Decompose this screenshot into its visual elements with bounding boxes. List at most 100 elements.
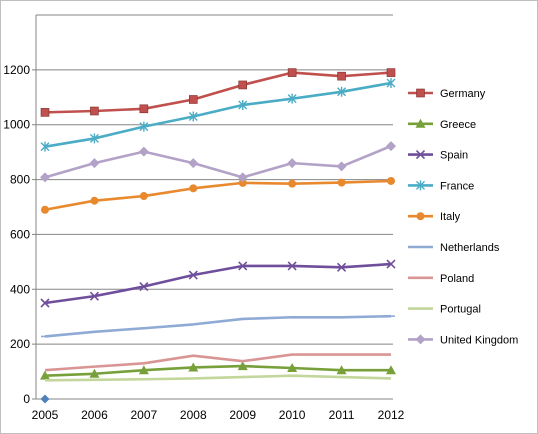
marker bbox=[138, 365, 149, 375]
legend-entry: France bbox=[408, 180, 474, 192]
legend-entry: Netherlands bbox=[408, 242, 500, 254]
marker bbox=[337, 71, 346, 81]
x-tick-label: 2009 bbox=[229, 408, 256, 422]
marker bbox=[40, 108, 50, 117]
marker bbox=[188, 95, 198, 104]
series-poland bbox=[44, 353, 391, 372]
series-line bbox=[44, 71, 392, 114]
x-tick-labels: 2005 2006 2007 2008 2009 2010 2011 2012 bbox=[32, 408, 405, 422]
marker bbox=[387, 176, 395, 185]
marker bbox=[287, 93, 297, 104]
legend: Germany Greece Spain France Italy Netherlands… bbox=[408, 88, 518, 346]
marker bbox=[238, 178, 247, 187]
y-tick-label: 1200 bbox=[3, 63, 30, 77]
y-tick-label: 400 bbox=[10, 282, 30, 296]
legend-entry: Germany bbox=[408, 88, 486, 100]
marker bbox=[189, 184, 198, 193]
marker bbox=[415, 334, 426, 345]
x-tick-label: 2006 bbox=[81, 408, 108, 422]
marker bbox=[40, 172, 50, 183]
legend-label: Poland bbox=[440, 273, 474, 285]
marker bbox=[238, 80, 248, 90]
marker bbox=[188, 158, 199, 169]
marker bbox=[237, 172, 248, 183]
legend-label: Netherlands bbox=[440, 242, 500, 254]
series-line bbox=[44, 179, 392, 212]
legend-label: Germany bbox=[440, 88, 486, 100]
legend-label: Italy bbox=[440, 211, 461, 223]
legend-entry: United Kingdom bbox=[408, 334, 518, 346]
marker bbox=[337, 178, 346, 187]
marker bbox=[41, 205, 49, 214]
marker bbox=[238, 99, 248, 110]
marker bbox=[40, 298, 50, 308]
series-line bbox=[44, 364, 391, 377]
legend-label: Spain bbox=[440, 150, 468, 162]
series-portugal bbox=[44, 374, 392, 382]
series-line bbox=[44, 81, 392, 148]
y-tick-label: 200 bbox=[10, 337, 30, 351]
marker bbox=[90, 196, 99, 205]
x-tick-label: 2011 bbox=[329, 408, 355, 422]
marker bbox=[139, 192, 148, 201]
marker bbox=[337, 262, 347, 272]
x-tick-label: 2010 bbox=[279, 408, 306, 422]
x-tick-label: 2005 bbox=[32, 408, 59, 422]
marker bbox=[89, 133, 99, 144]
marker bbox=[40, 141, 50, 152]
marker bbox=[287, 158, 298, 169]
marker bbox=[288, 179, 297, 188]
marker bbox=[188, 111, 198, 122]
series-line bbox=[44, 374, 392, 382]
marker bbox=[336, 365, 347, 375]
series-france bbox=[40, 78, 396, 152]
marker bbox=[386, 141, 396, 152]
series-line bbox=[44, 314, 392, 338]
marker bbox=[40, 394, 50, 404]
marker bbox=[416, 88, 425, 98]
series-greece bbox=[40, 361, 396, 380]
y-tick-labels: 0 200 400 600 800 1000 1200 bbox=[3, 63, 30, 406]
marker bbox=[287, 261, 297, 271]
marker bbox=[139, 281, 149, 292]
legend-entry: Portugal bbox=[408, 304, 481, 316]
marker bbox=[138, 146, 149, 157]
marker bbox=[415, 118, 426, 128]
series-united-kingdom bbox=[40, 141, 396, 183]
marker bbox=[188, 362, 199, 372]
marker bbox=[89, 368, 100, 378]
legend-label: Portugal bbox=[440, 304, 481, 316]
marker bbox=[416, 212, 425, 221]
marker bbox=[416, 180, 425, 191]
series-italy bbox=[41, 176, 395, 214]
series-netherlands bbox=[41, 314, 395, 338]
series-lines bbox=[40, 68, 396, 404]
y-tick-label: 800 bbox=[10, 173, 30, 187]
series-spain bbox=[40, 259, 396, 308]
legend-label: United Kingdom bbox=[440, 334, 518, 346]
marker bbox=[386, 68, 396, 77]
marker bbox=[40, 370, 50, 380]
series-line bbox=[44, 353, 391, 372]
marker bbox=[89, 291, 99, 301]
y-tick-label: 1000 bbox=[3, 118, 30, 132]
gridlines bbox=[36, 14, 393, 345]
legend-label: France bbox=[440, 180, 474, 192]
marker bbox=[89, 158, 100, 169]
y-tick-label: 0 bbox=[23, 392, 30, 406]
x-tick-label: 2012 bbox=[378, 408, 405, 422]
marker bbox=[238, 261, 248, 271]
marker bbox=[336, 161, 347, 172]
marker bbox=[139, 121, 149, 132]
marker bbox=[287, 68, 297, 77]
series-line bbox=[44, 144, 392, 179]
marker bbox=[139, 104, 149, 114]
marker bbox=[90, 106, 99, 116]
marker bbox=[415, 150, 426, 160]
legend-entry: Greece bbox=[408, 118, 476, 131]
marker bbox=[237, 361, 248, 371]
x-tick-label: 2007 bbox=[131, 408, 158, 422]
marker bbox=[287, 363, 298, 373]
